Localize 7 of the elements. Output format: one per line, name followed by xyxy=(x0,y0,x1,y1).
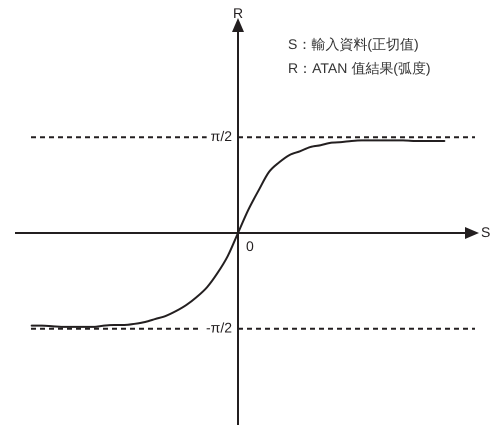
annotation: 0 xyxy=(246,238,254,254)
annotation: S：輸入資料(正切值) xyxy=(288,36,419,52)
annotation: R：ATAN 值結果(弧度) xyxy=(288,60,431,76)
y-tick-label: π/2 xyxy=(210,128,232,144)
x-axis-title: S xyxy=(481,224,490,240)
y-axis-title: R xyxy=(232,4,244,21)
y-tick-label: -π/2 xyxy=(206,320,232,336)
